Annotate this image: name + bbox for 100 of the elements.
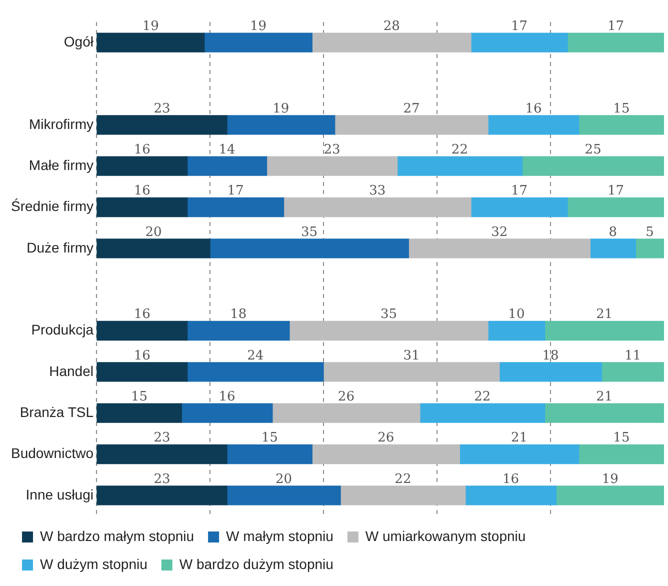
data-label: 19 — [142, 18, 159, 34]
bar — [266, 156, 398, 176]
data-label: 5 — [646, 224, 654, 240]
bar — [96, 197, 188, 218]
data-label: 16 — [134, 142, 150, 158]
bar — [323, 362, 500, 382]
data-label: 20 — [145, 224, 162, 240]
bar — [186, 362, 324, 382]
data-label: 15 — [261, 430, 278, 446]
y-tick-label: Inne usługi — [26, 486, 94, 502]
data-label: 17 — [607, 184, 624, 199]
data-label: 17 — [607, 18, 624, 34]
legend-label: W bardzo dużym stopniu — [179, 556, 334, 572]
bar — [312, 32, 472, 52]
data-label: 16 — [502, 472, 520, 487]
data-label: 25 — [584, 142, 602, 158]
bar — [396, 156, 522, 176]
bar — [210, 238, 409, 258]
bar — [96, 444, 228, 464]
y-tick-label: Produkcja — [31, 322, 94, 338]
data-label: 31 — [403, 348, 420, 364]
data-label: 23 — [154, 430, 170, 446]
bar — [590, 238, 636, 258]
bar — [96, 238, 210, 258]
bar — [635, 238, 664, 258]
bar — [465, 486, 557, 506]
data-label: 14 — [218, 142, 236, 158]
data-label: 22 — [394, 472, 412, 487]
bar — [459, 444, 580, 464]
data-label: 16 — [134, 307, 150, 322]
bar — [96, 362, 188, 382]
data-label: 15 — [613, 101, 630, 116]
data-label: 10 — [508, 307, 525, 322]
bar — [283, 197, 472, 218]
bar — [226, 115, 336, 135]
bar — [544, 403, 664, 423]
data-label: 16 — [134, 348, 150, 364]
bar — [522, 156, 664, 176]
y-tick-label: Budownictwo — [10, 445, 94, 462]
bar — [96, 320, 188, 341]
bar — [272, 403, 420, 423]
bar — [488, 115, 580, 135]
bar — [204, 32, 312, 52]
bar — [226, 486, 341, 506]
data-label: 28 — [383, 18, 400, 34]
bar — [408, 238, 591, 258]
bar — [340, 486, 466, 506]
bar — [420, 403, 546, 423]
data-label: 35 — [301, 224, 318, 240]
data-label: 23 — [154, 101, 170, 116]
data-label: 26 — [338, 389, 354, 404]
bar — [186, 197, 284, 218]
bar — [556, 486, 664, 506]
legend-label: W bardzo małym stopniu — [40, 528, 194, 544]
data-label: 19 — [602, 472, 618, 487]
bar — [567, 197, 664, 218]
bar — [186, 156, 268, 176]
bar — [334, 115, 488, 135]
legend-label: W umiarkowanym stopniu — [365, 528, 526, 544]
bar — [312, 444, 460, 464]
bar — [601, 362, 664, 382]
bar — [96, 403, 182, 423]
data-label: 23 — [154, 472, 170, 487]
data-label: 35 — [380, 307, 398, 322]
data-label: 19 — [272, 101, 290, 116]
data-label: 18 — [230, 307, 247, 322]
bar — [96, 156, 188, 176]
legend-label: W małym stopniu — [226, 528, 334, 544]
data-label: 32 — [491, 224, 508, 240]
bar — [470, 197, 568, 218]
data-label: 27 — [403, 101, 420, 116]
bar — [289, 320, 488, 341]
data-label: 21 — [596, 389, 613, 404]
bar — [578, 444, 664, 464]
data-label: 17 — [227, 184, 244, 199]
data-label: 22 — [474, 389, 491, 404]
bar — [186, 320, 290, 341]
data-label: 17 — [511, 184, 528, 199]
data-label: 18 — [542, 348, 559, 364]
data-label: 24 — [247, 348, 264, 364]
bar — [96, 115, 228, 135]
data-label: 11 — [624, 348, 642, 364]
data-label: 23 — [324, 142, 340, 158]
bar — [567, 32, 664, 52]
data-label: 16 — [134, 184, 150, 199]
bar — [96, 32, 205, 52]
y-tick-label: Małe firmy — [28, 156, 94, 173]
data-label: 33 — [369, 184, 386, 199]
data-label: 22 — [451, 142, 468, 158]
data-label: 26 — [378, 430, 394, 446]
bar — [96, 486, 228, 506]
bar — [470, 32, 568, 52]
data-label: 21 — [511, 430, 528, 446]
y-tick-label: Mikrofirmy — [28, 116, 94, 132]
data-label: 20 — [275, 472, 292, 487]
bar — [499, 362, 602, 382]
data-label: 16 — [218, 389, 236, 404]
data-label: 16 — [525, 101, 542, 116]
bar — [488, 320, 546, 341]
y-tick-label: Ogół — [64, 33, 94, 50]
